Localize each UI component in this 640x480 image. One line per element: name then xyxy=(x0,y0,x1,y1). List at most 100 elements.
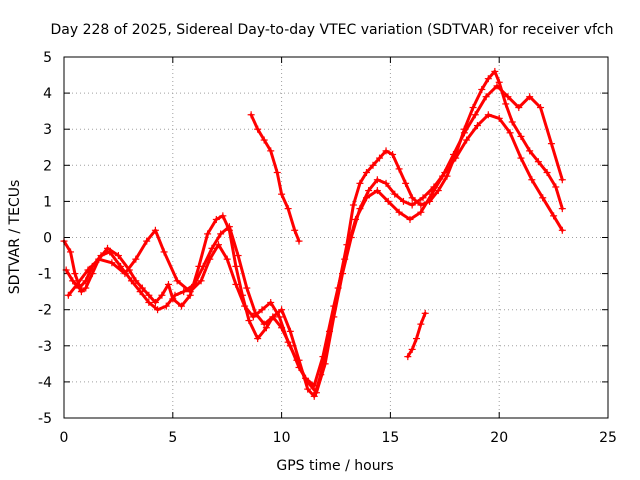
data-point xyxy=(267,147,275,155)
data-point xyxy=(114,252,122,260)
data-point xyxy=(413,335,421,343)
data-point xyxy=(341,255,349,263)
y-tick-label: -5 xyxy=(38,411,52,427)
data-point xyxy=(434,187,442,195)
data-point xyxy=(108,259,116,267)
data-point xyxy=(469,104,477,112)
data-point xyxy=(508,118,516,126)
data-point xyxy=(417,320,425,328)
data-point xyxy=(295,237,303,245)
data-point xyxy=(291,226,299,234)
data-point xyxy=(225,223,233,231)
data-point xyxy=(421,309,429,317)
data-point xyxy=(528,176,536,184)
data-point xyxy=(502,100,510,108)
data-point xyxy=(132,255,140,263)
y-tick-label: 0 xyxy=(43,231,52,247)
data-point xyxy=(376,154,384,162)
data-point xyxy=(136,288,144,296)
data-point xyxy=(245,317,253,325)
data-point xyxy=(356,179,364,187)
data-point xyxy=(214,241,222,249)
data-point xyxy=(197,277,205,285)
data-point xyxy=(304,385,312,393)
data-point xyxy=(419,194,427,202)
data-point xyxy=(534,158,542,166)
data-point xyxy=(223,255,231,263)
data-point xyxy=(278,306,286,314)
data-point xyxy=(439,172,447,180)
data-point xyxy=(104,244,112,252)
data-point xyxy=(382,147,390,155)
data-point xyxy=(106,248,114,256)
x-tick-label: 5 xyxy=(168,430,177,446)
data-point xyxy=(558,226,566,234)
data-point xyxy=(450,150,458,158)
data-point xyxy=(402,179,410,187)
data-point xyxy=(278,190,286,198)
data-point xyxy=(543,169,551,177)
data-point xyxy=(258,306,266,314)
data-point xyxy=(493,82,501,90)
series-line xyxy=(66,84,564,387)
data-point xyxy=(269,313,277,321)
data-point xyxy=(212,215,220,223)
data-point xyxy=(151,298,159,306)
data-point xyxy=(241,302,249,310)
data-point xyxy=(404,353,412,361)
x-tick-label: 10 xyxy=(273,430,291,446)
data-point xyxy=(243,284,251,292)
data-series xyxy=(60,67,566,400)
data-point xyxy=(408,201,416,209)
data-point xyxy=(97,252,105,260)
chart-title: Day 228 of 2025, Sidereal Day-to-day VTE… xyxy=(50,22,613,38)
y-tick-label: 2 xyxy=(43,158,52,174)
data-point xyxy=(349,201,357,209)
data-point xyxy=(219,212,227,220)
data-point xyxy=(254,335,262,343)
series-line xyxy=(62,69,564,398)
data-point xyxy=(273,169,281,177)
data-point xyxy=(284,205,292,213)
data-point xyxy=(145,291,153,299)
series-line xyxy=(249,113,301,243)
data-point xyxy=(232,280,240,288)
data-point xyxy=(506,129,514,137)
y-axis-label: SDTVAR / TECUs xyxy=(7,180,23,295)
data-point xyxy=(473,122,481,130)
data-point xyxy=(173,277,181,285)
data-point xyxy=(77,288,85,296)
data-point xyxy=(484,111,492,119)
data-point xyxy=(178,302,186,310)
data-point xyxy=(293,356,301,364)
data-point xyxy=(478,85,486,93)
data-point xyxy=(495,78,503,86)
data-point xyxy=(254,125,262,133)
data-point xyxy=(262,324,270,332)
data-point xyxy=(75,284,83,292)
data-point xyxy=(417,201,425,209)
data-point xyxy=(391,190,399,198)
data-point xyxy=(204,230,212,238)
y-tick-label: -4 xyxy=(38,375,52,391)
data-point xyxy=(382,179,390,187)
data-point xyxy=(267,298,275,306)
data-point xyxy=(73,280,81,288)
data-point xyxy=(121,270,129,278)
y-tick-label: -3 xyxy=(38,339,52,355)
data-point xyxy=(145,298,153,306)
data-point xyxy=(234,252,242,260)
data-point xyxy=(143,237,151,245)
tick-labels: 0 5 10 15 20 25 -5 -4 -3 -2 -1 0 1 2 3 4 5 xyxy=(38,50,617,446)
data-point xyxy=(217,230,225,238)
data-point xyxy=(260,320,268,328)
data-point xyxy=(82,284,90,292)
data-point xyxy=(67,248,75,256)
data-point xyxy=(365,187,373,195)
data-point xyxy=(249,313,257,321)
series-line xyxy=(406,311,427,359)
series-track-e xyxy=(404,309,429,361)
x-axis-label: GPS time / hours xyxy=(276,458,393,474)
data-point xyxy=(260,136,268,144)
data-point xyxy=(232,262,240,270)
